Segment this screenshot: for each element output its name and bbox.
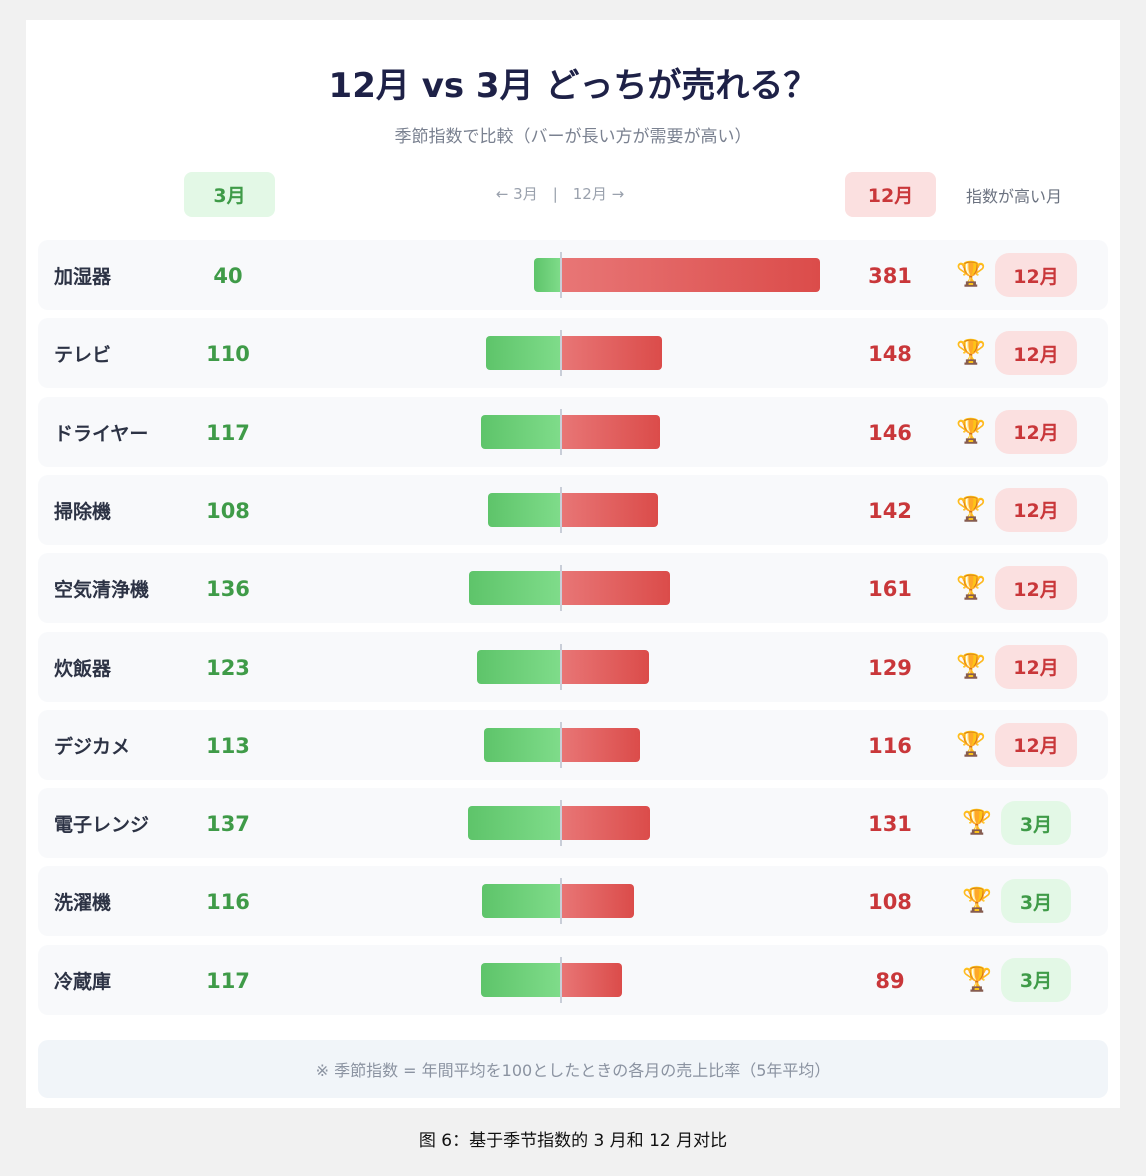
december-value: 129 xyxy=(868,655,912,680)
winner-header: 指数が高い月 xyxy=(965,187,1062,206)
footnote: ※ 季節指数 = 年間平均を100としたときの各月の売上比率（5年平均） xyxy=(38,1040,1108,1098)
category-label: 空気清浄機 xyxy=(54,579,150,602)
chart-title: 12月 vs 3月 どっちが売れる？ xyxy=(328,66,818,106)
march-bar xyxy=(482,884,561,919)
center-axis xyxy=(560,252,562,298)
march-bar xyxy=(481,414,561,449)
winner-badge: 3月 xyxy=(1001,801,1071,846)
category-label: 炊飯器 xyxy=(54,657,112,680)
december-value: 161 xyxy=(868,577,912,602)
december-value: 89 xyxy=(875,968,905,993)
december-bar xyxy=(561,414,661,449)
winner-badge: 12月 xyxy=(995,566,1077,611)
winner-badge: 12月 xyxy=(995,722,1077,767)
march-bar xyxy=(533,258,561,292)
trophy-icon: 🏆 xyxy=(956,338,986,367)
march-value: 108 xyxy=(206,498,250,523)
winner-badge: 12月 xyxy=(995,253,1077,297)
march-bar xyxy=(467,806,561,841)
march-value: 136 xyxy=(206,577,250,602)
center-axis xyxy=(560,408,562,455)
december-value: 146 xyxy=(868,420,912,445)
chart-row: 電子レンジ 137 131 🏆 3月 xyxy=(38,788,1108,859)
chart-row: 掃除機 108 142 🏆 12月 xyxy=(38,474,1108,545)
category-label: 掃除機 xyxy=(54,500,112,523)
march-value: 116 xyxy=(206,890,250,915)
december-value: 381 xyxy=(868,264,912,288)
chart-row: 冷蔵庫 117 89 🏆 3月 xyxy=(38,944,1108,1015)
march-bar xyxy=(481,962,561,997)
march-header: 3月 xyxy=(184,172,275,217)
december-bar xyxy=(561,258,821,292)
center-axis xyxy=(560,643,562,690)
trophy-icon: 🏆 xyxy=(956,260,986,288)
december-bar xyxy=(561,649,649,684)
march-value: 117 xyxy=(206,420,250,445)
march-value: 123 xyxy=(206,655,250,680)
chart-card: 12月 vs 3月 どっちが売れる？ 季節指数で比較（バーが長い方が需要が高い）… xyxy=(26,20,1120,1108)
december-bar xyxy=(561,571,671,606)
december-bar xyxy=(561,492,658,527)
trophy-icon: 🏆 xyxy=(962,808,992,837)
chart-row: 加湿器 40 381 🏆 12月 xyxy=(38,240,1108,310)
march-value: 110 xyxy=(206,342,250,367)
march-bar xyxy=(484,727,561,762)
december-value: 131 xyxy=(868,812,912,837)
chart-row: 洗濯機 116 108 🏆 3月 xyxy=(38,866,1108,937)
december-bar xyxy=(561,884,635,919)
center-axis xyxy=(560,800,562,847)
trophy-icon: 🏆 xyxy=(956,651,986,680)
chart-row: 空気清浄機 136 161 🏆 12月 xyxy=(38,553,1108,624)
december-header: 12月 xyxy=(845,172,936,217)
december-value: 142 xyxy=(868,498,912,523)
winner-badge: 12月 xyxy=(995,331,1077,376)
center-axis xyxy=(560,330,562,377)
center-axis xyxy=(560,956,562,1003)
center-axis xyxy=(560,565,562,612)
figure-caption: 图 6：基于季节指数的 3 月和 12 月对比 xyxy=(418,1131,728,1151)
winner-badge: 12月 xyxy=(995,487,1077,532)
trophy-icon: 🏆 xyxy=(956,573,986,602)
category-label: テレビ xyxy=(54,344,112,367)
category-label: 冷蔵庫 xyxy=(54,970,112,993)
december-value: 116 xyxy=(868,733,912,758)
center-axis xyxy=(560,721,562,768)
december-bar xyxy=(561,727,640,762)
winner-badge: 3月 xyxy=(1001,957,1071,1002)
december-value: 148 xyxy=(868,342,912,367)
march-bar xyxy=(486,336,561,371)
march-value: 40 xyxy=(213,264,243,288)
trophy-icon: 🏆 xyxy=(962,964,992,993)
december-bar xyxy=(561,806,651,841)
march-value: 137 xyxy=(206,812,250,837)
category-label: 加湿器 xyxy=(54,266,112,288)
chart-row: テレビ 110 148 🏆 12月 xyxy=(38,318,1108,389)
axis-direction-label: ← 3月 | 12月 → xyxy=(495,185,625,203)
chart-subtitle: 季節指数で比較（バーが長い方が需要が高い） xyxy=(394,127,752,147)
march-bar xyxy=(468,571,561,606)
winner-badge: 12月 xyxy=(995,409,1077,454)
category-label: 電子レンジ xyxy=(54,814,150,837)
december-value: 108 xyxy=(868,890,912,915)
december-bar xyxy=(561,336,662,371)
category-label: デジカメ xyxy=(54,735,131,758)
chart-row: デジカメ 113 116 🏆 12月 xyxy=(38,709,1108,780)
center-axis xyxy=(560,486,562,533)
center-axis xyxy=(560,878,562,925)
chart-row: 炊飯器 123 129 🏆 12月 xyxy=(38,631,1108,702)
december-bar xyxy=(561,962,622,997)
chart-row: ドライヤー 117 146 🏆 12月 xyxy=(38,396,1108,467)
winner-badge: 12月 xyxy=(995,644,1077,689)
trophy-icon: 🏆 xyxy=(956,416,986,445)
category-label: ドライヤー xyxy=(54,422,149,445)
winner-badge: 3月 xyxy=(1001,879,1071,924)
trophy-icon: 🏆 xyxy=(956,729,986,758)
march-bar xyxy=(477,649,561,684)
march-value: 113 xyxy=(206,733,250,758)
trophy-icon: 🏆 xyxy=(962,886,992,915)
march-value: 117 xyxy=(206,968,250,993)
trophy-icon: 🏆 xyxy=(956,494,986,523)
march-bar xyxy=(487,492,561,527)
category-label: 洗濯機 xyxy=(54,892,112,915)
